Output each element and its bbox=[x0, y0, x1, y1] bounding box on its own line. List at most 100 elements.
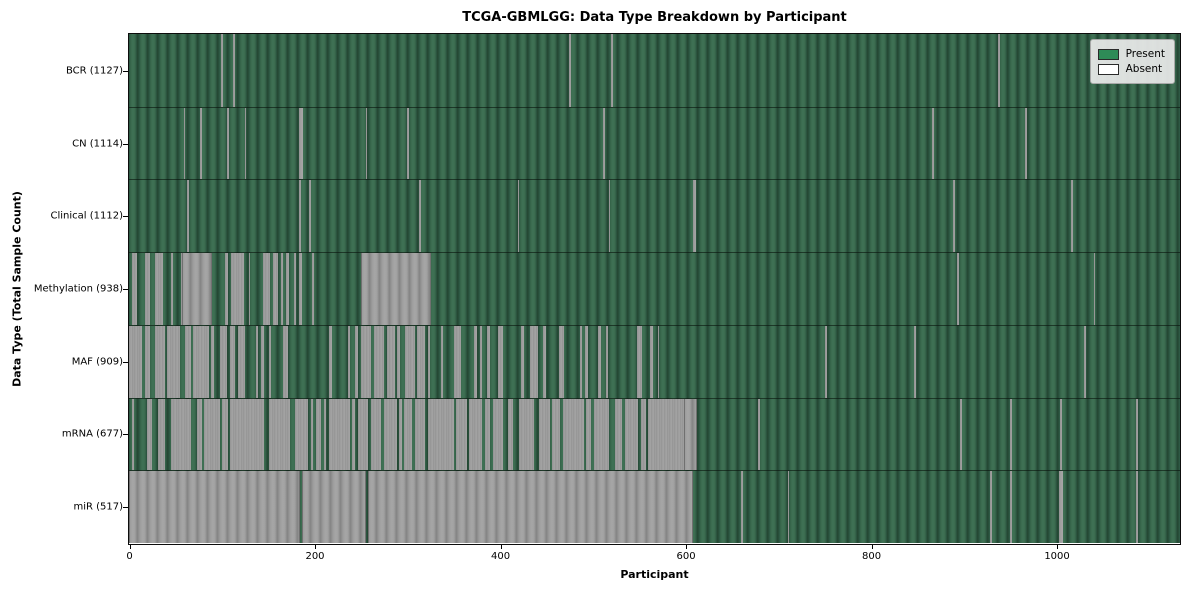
absent-segment bbox=[438, 398, 441, 471]
absent-segment bbox=[225, 398, 228, 471]
chart-title: TCGA-GBMLGG: Data Type Breakdown by Part… bbox=[462, 10, 847, 25]
absent-segment bbox=[233, 253, 236, 325]
absent-segment bbox=[227, 107, 230, 180]
absent-segment bbox=[383, 398, 387, 471]
y-tick-label-mrna: mRNA (677) bbox=[61, 428, 123, 440]
absent-segment bbox=[608, 180, 611, 253]
absent-segment bbox=[664, 398, 667, 471]
y-tick bbox=[123, 216, 128, 218]
absent-segment bbox=[203, 325, 207, 398]
absent-segment bbox=[586, 398, 589, 471]
absent-segment bbox=[533, 325, 536, 398]
row-methylation-present-band bbox=[129, 252, 1180, 325]
absent-segment bbox=[206, 325, 209, 398]
absent-segment bbox=[484, 398, 488, 471]
absent-segment bbox=[224, 325, 228, 398]
absent-segment bbox=[539, 398, 542, 471]
absent-segment bbox=[293, 253, 297, 325]
absent-segment bbox=[630, 398, 633, 471]
absent-segment bbox=[362, 398, 366, 471]
absent-segment bbox=[183, 398, 187, 471]
y-tick bbox=[123, 70, 128, 72]
absent-segment bbox=[617, 398, 620, 471]
absent-segment bbox=[614, 398, 618, 471]
absent-segment bbox=[461, 398, 465, 471]
x-tick-label-1000: 1000 bbox=[1044, 551, 1070, 562]
absent-segment bbox=[238, 398, 241, 471]
absent-segment bbox=[198, 325, 201, 398]
absent-segment bbox=[154, 253, 158, 325]
absent-segment bbox=[181, 253, 213, 325]
absent-segment bbox=[303, 398, 306, 471]
absent-segment bbox=[347, 325, 351, 398]
absent-segment bbox=[584, 325, 588, 398]
absent-segment bbox=[157, 253, 161, 325]
absent-segment bbox=[611, 34, 614, 107]
absent-segment bbox=[277, 398, 280, 471]
absent-segment bbox=[406, 398, 410, 471]
absent-segment bbox=[310, 398, 314, 471]
absent-segment bbox=[285, 325, 288, 398]
absent-segment bbox=[588, 398, 592, 471]
y-tick bbox=[123, 289, 128, 290]
absent-segment bbox=[336, 398, 340, 471]
absent-segment bbox=[427, 325, 431, 398]
absent-segment bbox=[170, 398, 174, 471]
absent-segment bbox=[427, 398, 431, 471]
absent-segment bbox=[487, 325, 490, 398]
x-axis-label: Participant bbox=[620, 568, 689, 581]
absent-segment bbox=[295, 398, 298, 471]
absent-segment bbox=[559, 325, 562, 398]
absent-segment bbox=[440, 325, 444, 398]
absent-segment bbox=[365, 107, 368, 180]
absent-segment bbox=[410, 325, 413, 398]
absent-segment bbox=[604, 398, 607, 471]
absent-segment bbox=[154, 325, 157, 398]
absent-segment bbox=[282, 398, 285, 471]
absent-segment bbox=[658, 398, 662, 471]
absent-segment bbox=[580, 398, 584, 471]
absent-segment bbox=[240, 325, 243, 398]
x-tick bbox=[1057, 545, 1059, 549]
absent-segment bbox=[147, 325, 150, 398]
absent-segment bbox=[298, 107, 304, 180]
absent-segment bbox=[242, 325, 246, 398]
absent-segment bbox=[131, 253, 135, 325]
absent-segment bbox=[674, 398, 677, 471]
absent-segment bbox=[258, 398, 262, 471]
absent-segment bbox=[381, 325, 385, 398]
absent-segment bbox=[407, 107, 410, 180]
absent-segment bbox=[230, 253, 234, 325]
absent-segment bbox=[391, 398, 394, 471]
absent-segment bbox=[187, 180, 190, 253]
x-tick-label-800: 800 bbox=[862, 551, 882, 562]
absent-segment bbox=[599, 398, 602, 471]
absent-segment bbox=[180, 253, 182, 325]
absent-segment bbox=[287, 398, 291, 471]
y-tick bbox=[123, 507, 128, 509]
absent-segment bbox=[225, 253, 229, 325]
absent-segment bbox=[134, 325, 137, 398]
absent-segment bbox=[331, 398, 335, 471]
absent-segment bbox=[244, 107, 247, 180]
absent-segment bbox=[193, 325, 196, 398]
absent-segment bbox=[297, 398, 301, 471]
absent-segment bbox=[232, 325, 236, 398]
absent-segment bbox=[541, 398, 545, 471]
absent-segment bbox=[323, 398, 327, 471]
absent-segment bbox=[375, 398, 379, 471]
plot-area bbox=[128, 33, 1181, 545]
absent-segment bbox=[636, 325, 640, 398]
legend: Present Absent bbox=[1089, 39, 1175, 84]
absent-segment bbox=[407, 325, 411, 398]
absent-segment bbox=[530, 325, 534, 398]
absent-segment bbox=[305, 398, 309, 471]
absent-segment bbox=[175, 398, 179, 471]
absent-segment bbox=[552, 398, 555, 471]
absent-segment bbox=[419, 180, 422, 253]
absent-segment bbox=[222, 398, 226, 471]
absent-segment bbox=[1084, 325, 1087, 398]
absent-segment bbox=[500, 325, 503, 398]
absent-segment bbox=[640, 398, 644, 471]
absent-segment bbox=[440, 398, 444, 471]
